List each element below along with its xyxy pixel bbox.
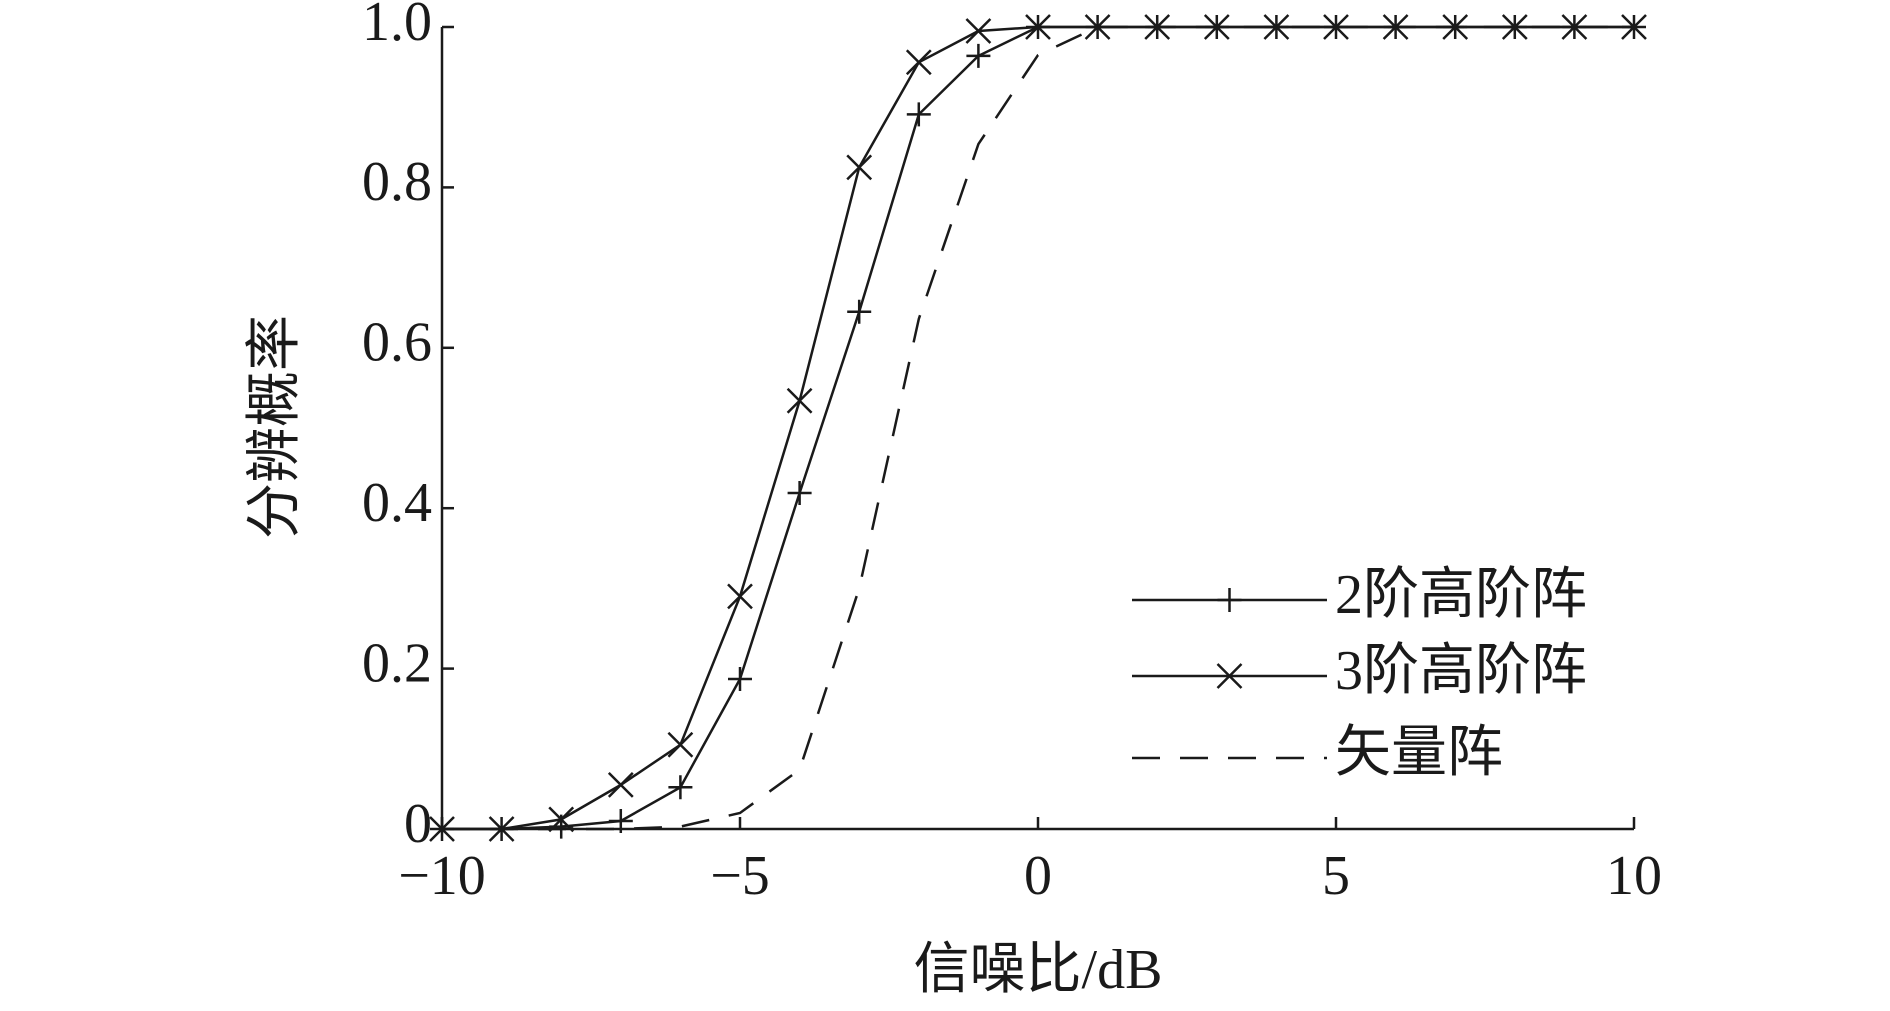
data-point bbox=[727, 583, 753, 610]
data-point bbox=[668, 775, 693, 800]
data-point bbox=[1084, 14, 1111, 40]
legend-label: 3阶高阶阵 bbox=[1335, 640, 1587, 702]
y-tick-label: 0.4 bbox=[362, 472, 432, 534]
legend-marker bbox=[1216, 663, 1243, 689]
series-line bbox=[442, 25, 1634, 831]
data-point bbox=[1323, 14, 1349, 40]
y-tick-label: 0.6 bbox=[362, 312, 432, 374]
x-tick-label: 0 bbox=[1024, 845, 1052, 907]
y-axis-label: 分辨概率 bbox=[244, 315, 306, 539]
data-point bbox=[965, 18, 992, 44]
y-tick-label: 0 bbox=[404, 793, 432, 855]
data-point bbox=[728, 667, 752, 692]
series-line bbox=[442, 25, 1634, 831]
x-tick-label: 10 bbox=[1606, 845, 1662, 907]
y-tick-label: 1.0 bbox=[362, 0, 432, 53]
data-point bbox=[667, 731, 694, 758]
data-point bbox=[787, 480, 812, 505]
x-tick-label: −10 bbox=[398, 845, 486, 907]
data-point bbox=[847, 299, 872, 324]
data-point bbox=[786, 387, 813, 414]
legend-label: 2阶高阶阵 bbox=[1335, 564, 1587, 626]
legend-label: 矢量阵 bbox=[1335, 722, 1503, 784]
data-point bbox=[1263, 14, 1290, 40]
x-tick-label: 5 bbox=[1322, 845, 1350, 907]
x-axis-label: 信噪比/dB bbox=[914, 939, 1163, 1001]
y-tick-label: 0.8 bbox=[362, 151, 432, 213]
data-point bbox=[966, 43, 991, 68]
data-point bbox=[905, 49, 932, 76]
legend-marker bbox=[1217, 588, 1242, 612]
data-point bbox=[607, 772, 634, 798]
series-line bbox=[442, 25, 1634, 831]
data-point bbox=[608, 808, 633, 833]
data-point bbox=[846, 154, 873, 181]
x-tick-label: −5 bbox=[710, 845, 770, 907]
data-point bbox=[906, 102, 931, 127]
data-point bbox=[548, 806, 575, 833]
data-point bbox=[1561, 14, 1588, 40]
data-point bbox=[1501, 14, 1528, 40]
y-tick-label: 0.2 bbox=[362, 632, 432, 694]
data-point bbox=[1025, 14, 1051, 40]
